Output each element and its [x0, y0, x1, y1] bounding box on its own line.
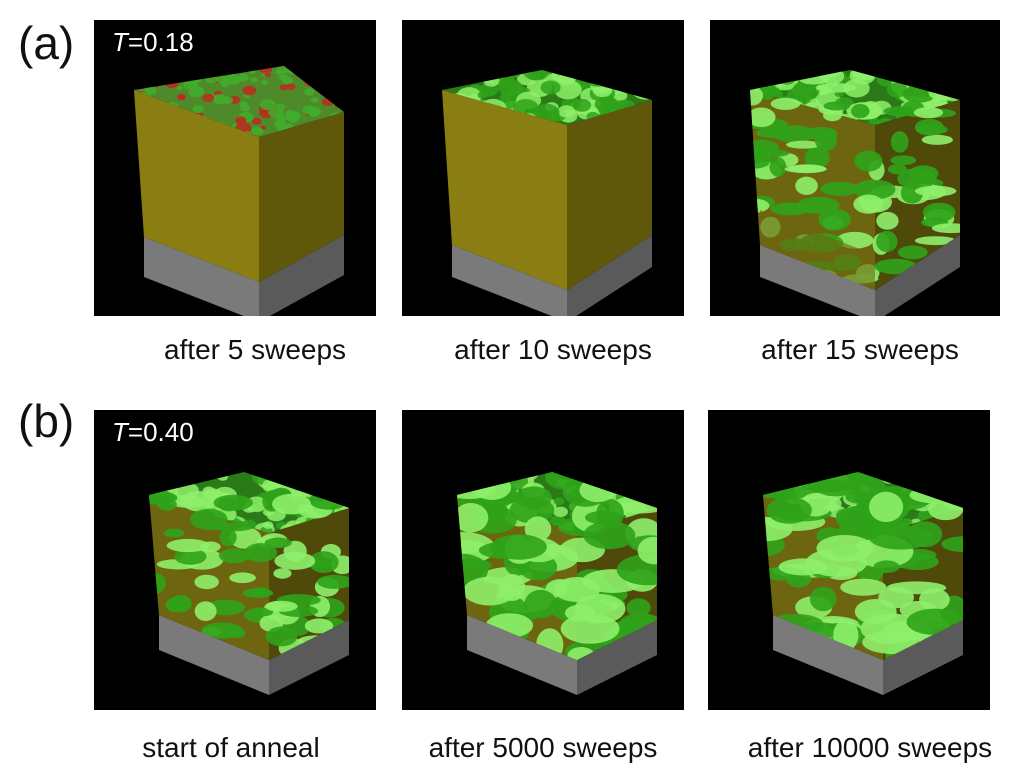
film-face-left [442, 90, 567, 290]
caption-b2: after 5000 sweeps [428, 732, 658, 763]
caption-b3: after 10000 sweeps [747, 732, 993, 763]
substrate-face [567, 235, 652, 316]
side-texture [763, 472, 963, 660]
cube-render-a1 [134, 66, 344, 316]
caption-a1: after 5 sweeps [163, 334, 347, 365]
panel-b1: T=0.40 [94, 410, 376, 710]
substrate-face [269, 620, 349, 695]
row-label-b: (b) [18, 395, 75, 447]
row-label-a: (a) [18, 17, 75, 69]
caption-a2: after 10 sweeps [454, 334, 652, 365]
substrate-face [159, 615, 269, 695]
panel-b3 [708, 410, 990, 710]
cube-structure [134, 66, 344, 316]
film-face-right [259, 112, 344, 282]
substrate-face [259, 235, 344, 316]
panel-b2 [402, 410, 684, 710]
substrate-face [577, 620, 657, 695]
temperature-label-a: T=0.18 [112, 27, 194, 57]
cube-render-b1 [149, 472, 349, 695]
substrate-face [452, 245, 567, 316]
cube-render-a3 [750, 70, 960, 316]
substrate-face [875, 235, 960, 316]
substrate-face [773, 615, 883, 695]
substrate-face [144, 237, 259, 316]
panel-a2 [402, 20, 684, 316]
cube-render-a2 [442, 70, 652, 316]
panel-a1: T=0.18 [94, 20, 376, 316]
film-face-left [134, 90, 259, 282]
film-lower-band [760, 210, 875, 290]
cube-render-b2 [457, 472, 657, 695]
panel-a3 [710, 20, 1000, 316]
substrate-face [760, 245, 875, 316]
substrate-face [467, 615, 577, 695]
caption-a3: after 15 sweeps [761, 334, 959, 365]
cube-render-b3 [763, 472, 963, 695]
caption-b1: start of anneal [142, 732, 320, 763]
temperature-label-b: T=0.40 [112, 417, 194, 447]
substrate-face [883, 620, 963, 695]
film-face-right [567, 100, 652, 290]
